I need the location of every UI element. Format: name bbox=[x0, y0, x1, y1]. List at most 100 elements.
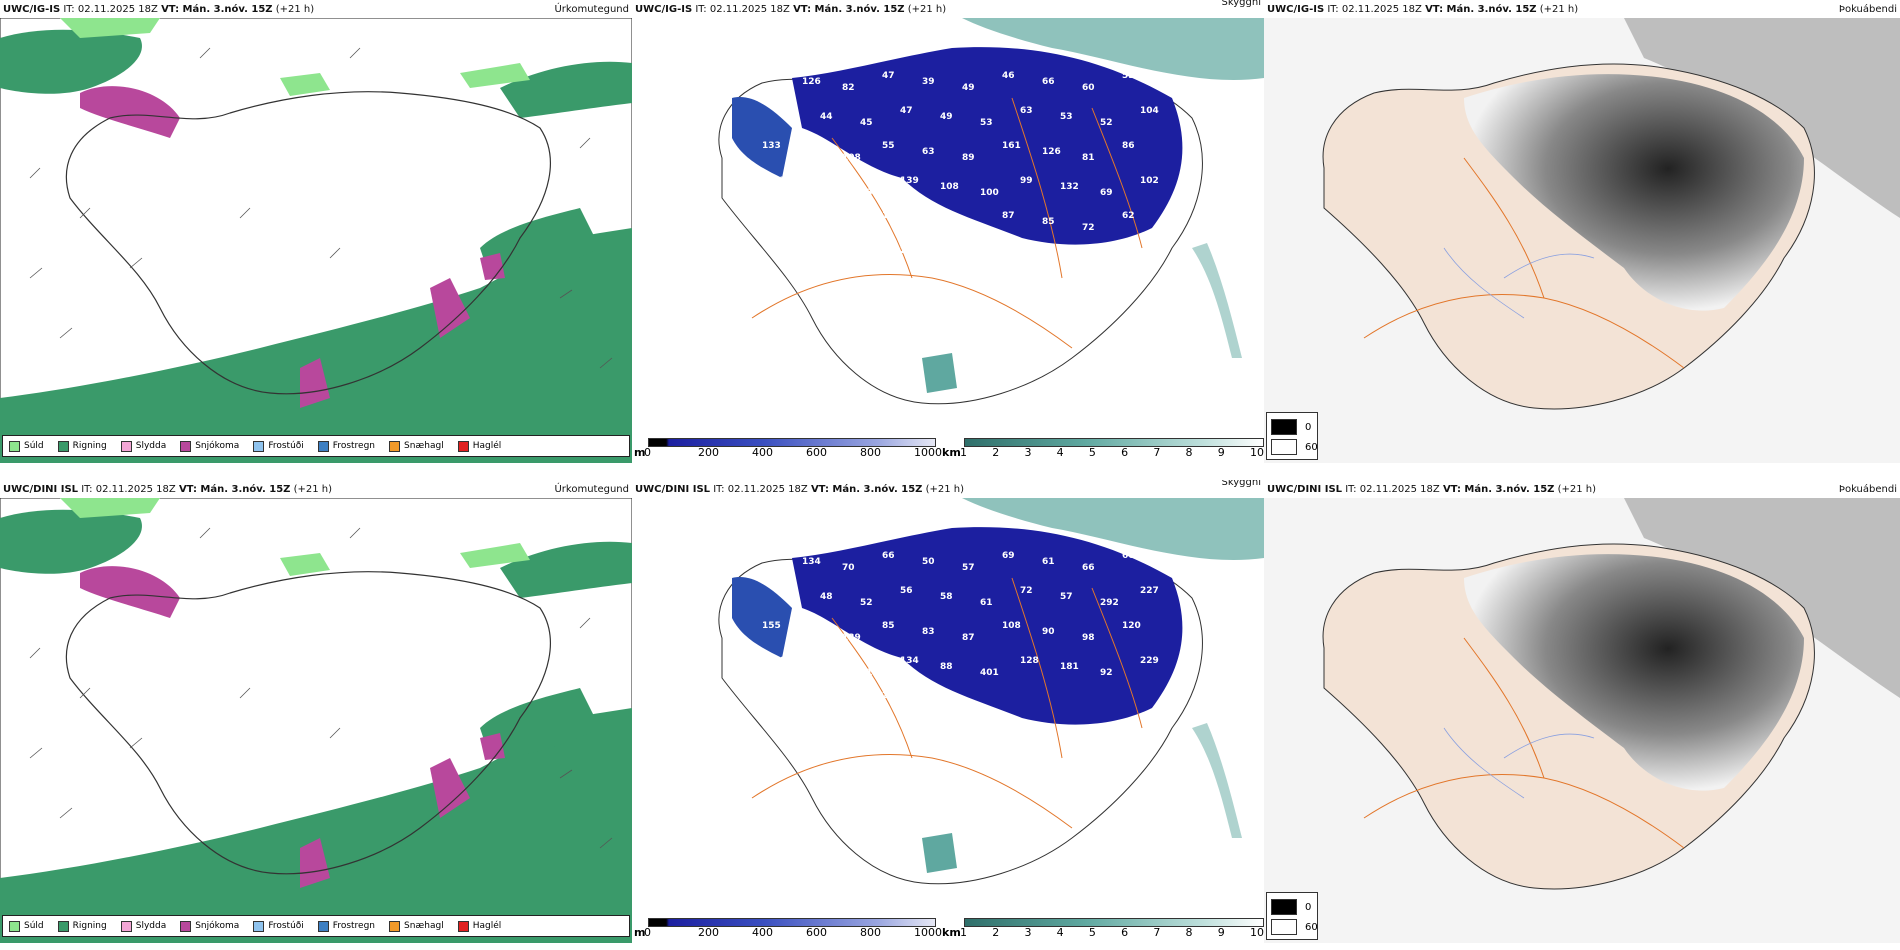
cloud-base-value: 120 bbox=[1122, 621, 1141, 631]
cloud-base-value: 57 bbox=[1060, 592, 1073, 602]
legend-item: Haglél bbox=[457, 440, 502, 452]
wind-barbs bbox=[29, 527, 613, 849]
cloud-base-value: 99 bbox=[1020, 176, 1033, 186]
legend-item: Súld bbox=[9, 440, 44, 452]
cloudbase-panel: UWC/DINI ISL IT: 02.11.2025 18Z VT: Mán.… bbox=[632, 480, 1264, 943]
colorbar-tick: 800 bbox=[860, 926, 881, 939]
cloud-base-value: 116 bbox=[780, 246, 799, 256]
legend-label: Snjókoma bbox=[195, 441, 240, 451]
cloud-base-value: 48 bbox=[820, 592, 833, 602]
legend-swatch bbox=[253, 440, 265, 452]
lead-time: (+21 h) bbox=[293, 483, 333, 495]
cloud-base-value: 50 bbox=[922, 557, 935, 567]
colorbar-tick: 200 bbox=[698, 926, 719, 939]
cloud-base-value: 53 bbox=[1060, 112, 1073, 122]
legend-label: Snæhagl bbox=[404, 441, 444, 451]
cloud-header: UWC/IG-IS IT: 02.11.2025 18Z VT: Mán. 3.… bbox=[632, 0, 1264, 18]
precip-type-legend: Súld Rigning Slydda Snjókoma Frostúði Frostre… bbox=[2, 435, 630, 457]
cloud-base-value: 88 bbox=[940, 662, 953, 672]
cloud-base-labels: 97 126 82 47 39 49 46 66 60 55 71 44 45 47 49 53 63 53 52 1… bbox=[762, 71, 1159, 268]
cloud-base-value: 87 bbox=[962, 633, 975, 643]
legend-label: Haglél bbox=[472, 441, 502, 451]
colorbar-tick: 9 bbox=[1217, 446, 1225, 459]
legend-swatch bbox=[457, 920, 469, 932]
legend-item: Frostregn bbox=[317, 440, 376, 452]
legend-label: Frostregn bbox=[332, 921, 376, 931]
init-time: IT: 02.11.2025 18Z bbox=[81, 483, 176, 495]
legend-swatch bbox=[120, 440, 132, 452]
init-time: IT: 02.11.2025 18Z bbox=[63, 3, 158, 15]
lead-time: (+21 h) bbox=[907, 3, 947, 15]
valid-time: VT: Mán. 3.nóv. 15Z bbox=[793, 3, 905, 15]
low-cloud-area bbox=[792, 47, 1183, 245]
cloud-base-value: 288 bbox=[900, 246, 919, 256]
colorbar-tick: 8 bbox=[1185, 446, 1193, 459]
fog-legend-dark: 0 bbox=[1305, 421, 1312, 433]
cloud-base-value: 47 bbox=[882, 71, 895, 81]
cloud-base-value: 46 bbox=[1002, 71, 1015, 81]
cloud-base-value: 84 bbox=[860, 258, 873, 268]
cloud-base-value: 144 bbox=[802, 147, 821, 157]
cloud-base-labels: 167 134 70 66 50 57 69 61 66 60 57 48 52 56 58 61 72 57 29… bbox=[762, 551, 1159, 713]
colorbar-tick: 0 bbox=[644, 926, 651, 939]
valid-time: VT: Mán. 3.nóv. 15Z bbox=[1425, 3, 1537, 15]
cloud-base-value: 86 bbox=[820, 182, 833, 192]
cloud-base-value: 71 bbox=[780, 106, 793, 116]
cloud-base-value: 108 bbox=[1002, 621, 1021, 631]
colorbar-tick: 3 bbox=[1024, 446, 1032, 459]
cloud-base-value: 253 bbox=[882, 691, 901, 701]
cloud-base-value: 132 bbox=[1060, 182, 1079, 192]
cloud-base-value: 52 bbox=[1100, 118, 1113, 128]
colorbar-tick: 8 bbox=[1185, 926, 1193, 939]
init-time: IT: 02.11.2025 18Z bbox=[695, 3, 790, 15]
legend-swatch bbox=[389, 920, 401, 932]
precip-header: UWC/DINI ISL IT: 02.11.2025 18Z VT: Mán.… bbox=[0, 480, 632, 498]
cloud-base-value: 211 bbox=[842, 223, 861, 233]
cloud-base-value: 70 bbox=[842, 563, 855, 573]
product-title: Skyggni bbox=[1221, 480, 1261, 488]
cloud-base-value: 95 bbox=[802, 217, 815, 227]
cloud-base-value: 126 bbox=[1042, 147, 1061, 157]
cloud-base-value: 133 bbox=[762, 141, 781, 151]
visibility-colorbar: km 1 2 3 4 5 6 7 8 9 10 bbox=[942, 918, 1264, 940]
colorbar-tick: 4 bbox=[1056, 446, 1064, 459]
cloud-base-value: 63 bbox=[922, 147, 935, 157]
legend-label: Frostregn bbox=[332, 441, 376, 451]
cloud-base-value: 90 bbox=[1042, 627, 1055, 637]
cloud-base-value: 96 bbox=[820, 662, 833, 672]
colorbar-unit: m bbox=[634, 446, 646, 459]
fog-panel: UWC/DINI ISL IT: 02.11.2025 18Z VT: Mán.… bbox=[1264, 480, 1900, 943]
fog-map bbox=[1264, 498, 1900, 943]
colorbar-tick: 2 bbox=[992, 446, 1000, 459]
precip-header: UWC/IG-IS IT: 02.11.2025 18Z VT: Mán. 3.… bbox=[0, 0, 632, 18]
legend-swatch bbox=[57, 920, 69, 932]
cloud-base-value: 139 bbox=[842, 633, 861, 643]
cloud-base-value: 66 bbox=[1082, 563, 1095, 573]
cloud-base-value: 104 bbox=[1140, 106, 1159, 116]
colorbar-tick: 0 bbox=[644, 446, 651, 459]
legend-item: Snjókoma bbox=[180, 920, 239, 932]
fog-indicator-area bbox=[1464, 554, 1804, 791]
cloud-base-value: 27 bbox=[842, 703, 855, 713]
valid-time: VT: Mán. 3.nóv. 15Z bbox=[1442, 483, 1555, 495]
valid-time: VT: Mán. 3.nóv. 15Z bbox=[161, 3, 273, 15]
colorbar-tick: 10 bbox=[1250, 446, 1264, 459]
fog-panel: UWC/IG-IS IT: 02.11.2025 18Z VT: Mán. 3.… bbox=[1264, 0, 1900, 463]
cloud-base-value: 57 bbox=[962, 563, 975, 573]
product-title: Úrkomutegund bbox=[554, 3, 629, 15]
cloud-base-value: 292 bbox=[1100, 598, 1119, 608]
cloud-base-value: 46 bbox=[922, 697, 935, 707]
cloud-base-value: 52 bbox=[860, 598, 873, 608]
colorbar-tick: 1 bbox=[960, 926, 967, 939]
legend-item: Rigning bbox=[57, 920, 107, 932]
cloud-base-value: 192 bbox=[882, 211, 901, 221]
cloud-base-value: 82 bbox=[842, 83, 855, 93]
colorbar-tick: 3 bbox=[1024, 926, 1032, 939]
cloud-base-value: 401 bbox=[980, 668, 999, 678]
init-time: IT: 02.11.2025 18Z bbox=[1345, 483, 1440, 495]
cloud-base-value: 133 bbox=[860, 188, 879, 198]
legend-item: Frostúði bbox=[253, 440, 304, 452]
colorbar-tick: 600 bbox=[806, 926, 827, 939]
cloud-base-value: 57 bbox=[780, 586, 793, 596]
cloud-base-value: 63 bbox=[1020, 246, 1033, 256]
